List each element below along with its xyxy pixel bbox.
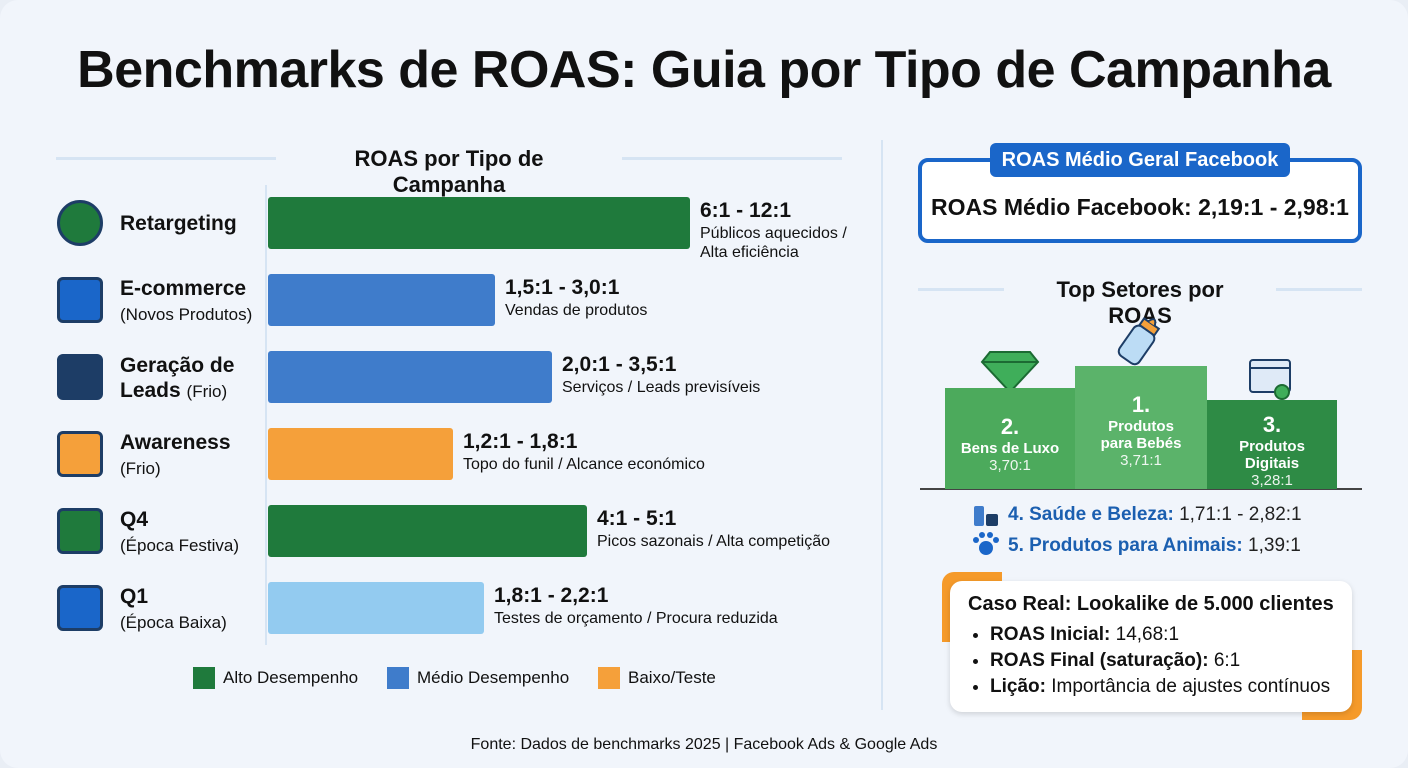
row-name: Retargeting: [120, 212, 237, 235]
row-icon: [57, 431, 103, 477]
case-value: Importância de ajustes contínuos: [1051, 676, 1331, 697]
avg-text: ROAS Médio Facebook: 2,19:1 - 2,98:1: [931, 194, 1349, 220]
bar: [268, 428, 453, 480]
row-label: Q1 (Época Baixa): [120, 584, 227, 635]
podium-name: Bens de Luxo: [960, 440, 1060, 457]
row-icon: [57, 585, 103, 631]
case-item: ROAS Inicial: 14,68:1: [990, 622, 1334, 648]
divider: [881, 140, 883, 710]
legend-label: Alto Desempenho: [223, 668, 359, 687]
case-label: Lição:: [990, 676, 1046, 697]
legend-label: Baixo/Teste: [628, 668, 716, 687]
note: Públicos aquecidos / Alta eficiência: [700, 225, 847, 261]
range: 2,0:1 - 3,5:1: [562, 353, 677, 376]
row-label: Geração de Leads (Frio): [120, 353, 234, 404]
podium-value: 3,28:1: [1251, 472, 1293, 489]
podium-name: Produtos Digitais: [1239, 438, 1305, 472]
case-item: Lição: Importância de ajustes contínuos: [990, 674, 1334, 700]
sector-value: 1,71:1 - 2,82:1: [1179, 504, 1302, 525]
row-icon: [57, 354, 103, 400]
row-icon: [57, 508, 103, 554]
avg-label: ROAS Médio Geral Facebook: [990, 143, 1290, 177]
row-sub: (Época Baixa): [120, 613, 227, 632]
podium-icons: [920, 317, 1362, 490]
bar: [268, 274, 495, 326]
legend-label: Médio Desempenho: [417, 668, 570, 687]
bar: [268, 351, 552, 403]
case-label: ROAS Inicial:: [990, 624, 1111, 645]
title: Benchmarks de ROAS: Guia por Tipo de Cam…: [77, 41, 1331, 99]
row-label: Retargeting: [120, 211, 237, 236]
sector-value: 1,39:1: [1248, 535, 1301, 556]
row-name: E-commerce: [120, 277, 247, 300]
podium-rank: 2.: [1000, 414, 1020, 439]
case-title: Caso Real: Lookalike de 5.000 clientes: [968, 593, 1334, 615]
case-value: 14,68:1: [1115, 624, 1180, 645]
row-label: Q4 (Época Festiva): [120, 507, 239, 558]
sector-label: 4. Saúde e Beleza:: [1008, 504, 1174, 525]
row-label: E-commerce (Novos Produtos): [120, 276, 252, 327]
range: 1,5:1 - 3,0:1: [505, 276, 620, 299]
left-heading: ROAS por Tipo de Campanha: [276, 146, 622, 198]
note: Testes de orçamento / Procura reduzida: [494, 610, 778, 627]
podium-value: 3,70:1: [989, 457, 1031, 474]
sector-item: 5. Produtos para Animais: 1,39:1: [1008, 535, 1301, 557]
row-sub: (Época Festiva): [120, 536, 240, 555]
legend-item: Baixo/Teste: [598, 667, 716, 689]
sector-label: 5. Produtos para Animais:: [1008, 535, 1243, 556]
podium-rank: 3.: [1262, 412, 1282, 437]
bar: [268, 197, 690, 249]
range: 1,8:1 - 2,2:1: [494, 584, 609, 607]
legend-item: Alto Desempenho: [193, 667, 358, 689]
case-item: ROAS Final (saturação): 6:1: [990, 648, 1334, 674]
podium-block: 3. Produtos Digitais 3,28:1: [1207, 400, 1337, 489]
note: Serviços / Leads previsíveis: [562, 379, 761, 396]
footer: Fonte: Dados de benchmarks 2025 | Facebo…: [470, 736, 938, 753]
podium-block: 1. Produtos para Bebés 3,71:1: [1075, 366, 1207, 489]
axis-line: [265, 185, 267, 645]
podium-block: 2. Bens de Luxo 3,70:1: [945, 388, 1075, 489]
row-sub: (Novos Produtos): [120, 305, 253, 324]
legend-item: Médio Desempenho: [387, 667, 569, 689]
row-icon: [57, 200, 103, 246]
case-card: Caso Real: Lookalike de 5.000 clientes R…: [950, 581, 1352, 712]
podium-value: 3,71:1: [1120, 452, 1162, 469]
range: 4:1 - 5:1: [597, 507, 677, 530]
bar: [268, 505, 587, 557]
row-icon: [57, 277, 103, 323]
row-sub: (Frio): [186, 382, 228, 401]
note: Picos sazonais / Alta competição: [597, 533, 831, 550]
row-name: Q4: [120, 508, 149, 531]
note: Topo do funil / Alcance económico: [463, 456, 705, 473]
range: 6:1 - 12:1: [700, 199, 792, 222]
podium-name: Produtos para Bebés: [1100, 418, 1182, 452]
bar: [268, 582, 484, 634]
row-name: Awareness: [120, 431, 231, 454]
row-name: Geração de: [120, 354, 235, 377]
row-name: Q1: [120, 585, 149, 608]
row-name: Leads: [120, 379, 181, 402]
row-label: Awareness (Frio): [120, 430, 231, 481]
row-sub: (Frio): [120, 459, 161, 478]
sector-item: 4. Saúde e Beleza: 1,71:1 - 2,82:1: [1008, 504, 1302, 526]
case-label: ROAS Final (saturação):: [990, 650, 1209, 671]
podium-rank: 1.: [1131, 392, 1151, 417]
case-value: 6:1: [1213, 650, 1241, 671]
note: Vendas de produtos: [505, 302, 648, 319]
right-heading: Top Setores por ROAS: [1004, 277, 1276, 329]
sector-icons: [973, 506, 999, 555]
range: 1,2:1 - 1,8:1: [463, 430, 578, 453]
